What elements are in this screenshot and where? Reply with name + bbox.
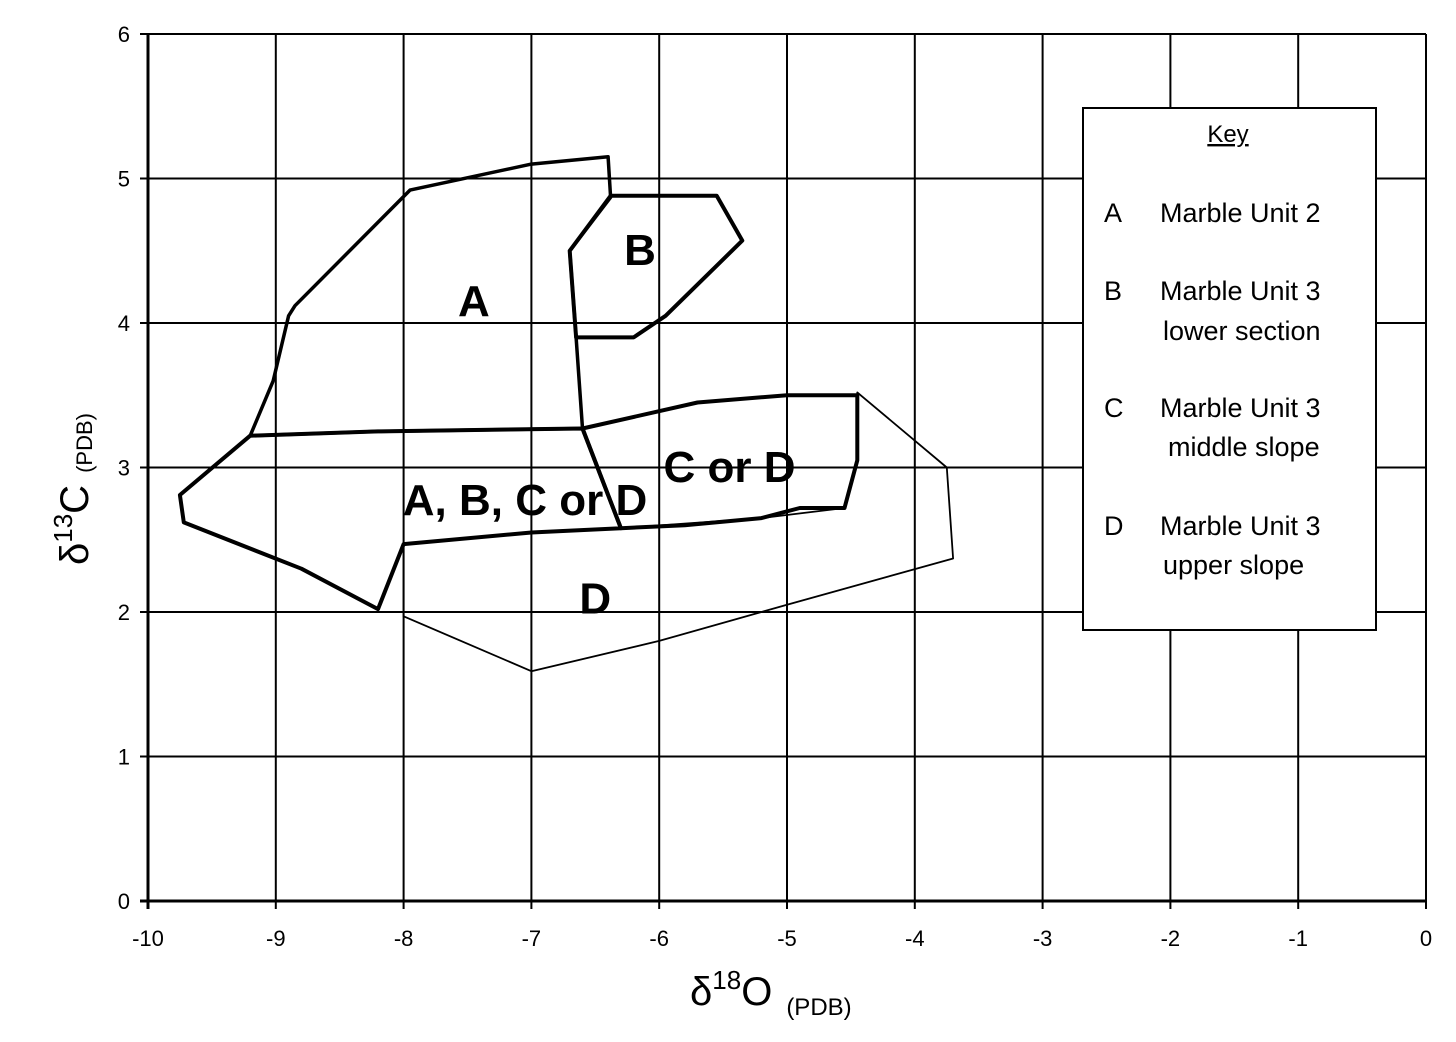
region-label: A, B, C or D — [403, 476, 647, 525]
x-tick-label: -3 — [1033, 926, 1053, 951]
y-tick-label: 6 — [118, 22, 130, 47]
x-tick-label: -10 — [132, 926, 164, 951]
x-tick-label: -5 — [777, 926, 797, 951]
legend-label-b-2: lower section — [1163, 316, 1321, 346]
legend-label-c-2: middle slope — [1168, 432, 1320, 462]
y-tick-label: 5 — [118, 167, 130, 192]
region-outline-a — [248, 155, 613, 438]
region-label-layer: A B A, B, C or D C or D D — [403, 226, 796, 623]
region-label: C or D — [663, 443, 795, 492]
x-axis-unit: (PDB) — [786, 994, 851, 1021]
legend-label-c-1: Marble Unit 3 — [1160, 393, 1321, 423]
legend-label-a-1: Marble Unit 2 — [1160, 198, 1321, 228]
region-layer — [177, 155, 954, 673]
x-tick-label: -6 — [649, 926, 669, 951]
y-tick-label: 1 — [118, 745, 130, 770]
x-tick-label: -2 — [1161, 926, 1181, 951]
legend-label-d-1: Marble Unit 3 — [1160, 511, 1321, 541]
x-tick-label: -7 — [522, 926, 542, 951]
y-axis-symbol: C — [53, 485, 97, 514]
y-axis-title: δ13C (PDB) — [48, 413, 97, 565]
x-tick-label: -4 — [905, 926, 925, 951]
x-tick-label: -9 — [266, 926, 286, 951]
x-axis-sup: 18 — [712, 965, 741, 995]
x-axis-symbol: O — [741, 970, 772, 1014]
legend-label-b-1: Marble Unit 3 — [1160, 276, 1321, 306]
region-outline-d — [377, 391, 954, 673]
legend-letter-d: D — [1104, 511, 1124, 541]
y-axis-unit: (PDB) — [72, 413, 97, 473]
x-tick-label: 0 — [1420, 926, 1432, 951]
x-tick-label: -8 — [394, 926, 414, 951]
legend-label-d-2: upper slope — [1163, 550, 1304, 580]
y-tick-label: 3 — [118, 456, 130, 481]
region-outline-b — [567, 193, 745, 340]
region-label: B — [624, 226, 656, 275]
region-label: D — [579, 574, 611, 623]
x-axis-title: δ18O (PDB) — [690, 965, 852, 1021]
y-axis-sup: 13 — [48, 514, 78, 543]
y-tick-label: 2 — [118, 600, 130, 625]
x-axis-delta: δ — [690, 970, 712, 1014]
legend: Key A Marble Unit 2 B Marble Unit 3 lowe… — [1082, 107, 1377, 631]
y-axis-delta: δ — [53, 543, 97, 565]
x-tick-label: -1 — [1288, 926, 1308, 951]
y-tick-label: 4 — [118, 311, 130, 336]
legend-letter-c: C — [1104, 393, 1124, 423]
y-tick-label: 0 — [118, 889, 130, 914]
legend-letter-a: A — [1104, 198, 1122, 228]
legend-title: Key — [1207, 121, 1248, 148]
region-label: A — [458, 277, 490, 326]
legend-frame — [1082, 107, 1377, 631]
legend-letter-b: B — [1104, 276, 1122, 306]
